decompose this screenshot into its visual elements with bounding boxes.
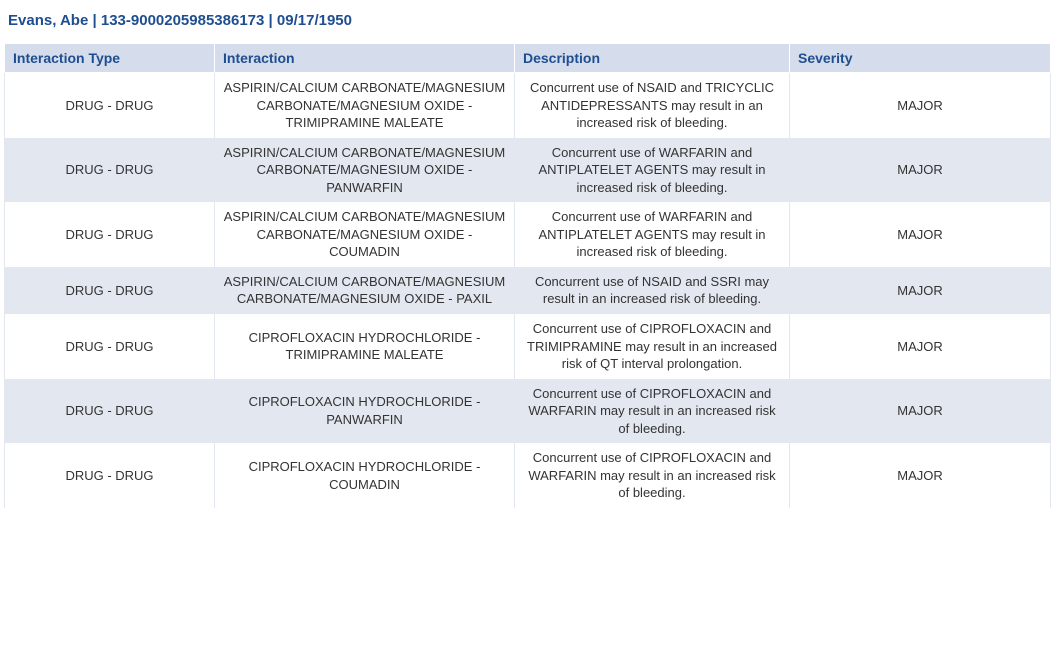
cell-type: DRUG - DRUG [5,379,215,444]
patient-name: Evans, Abe [8,12,88,29]
separator-2: | [269,12,277,29]
patient-header: Evans, Abe | 133-9000205985386173 | 09/1… [4,8,1051,43]
cell-severity: MAJOR [790,379,1051,444]
cell-description: Concurrent use of CIPROFLOXACIN and WARF… [515,443,790,508]
cell-severity: MAJOR [790,314,1051,379]
cell-type: DRUG - DRUG [5,138,215,203]
cell-interaction: ASPIRIN/CALCIUM CARBONATE/MAGNESIUM CARB… [215,138,515,203]
table-row[interactable]: DRUG - DRUGASPIRIN/CALCIUM CARBONATE/MAG… [5,138,1051,203]
table-row[interactable]: DRUG - DRUGASPIRIN/CALCIUM CARBONATE/MAG… [5,73,1051,138]
cell-interaction: CIPROFLOXACIN HYDROCHLORIDE - TRIMIPRAMI… [215,314,515,379]
cell-interaction: CIPROFLOXACIN HYDROCHLORIDE - PANWARFIN [215,379,515,444]
cell-description: Concurrent use of CIPROFLOXACIN and TRIM… [515,314,790,379]
table-header-row: Interaction Type Interaction Description… [5,44,1051,73]
col-header-description[interactable]: Description [515,44,790,73]
table-row[interactable]: DRUG - DRUGASPIRIN/CALCIUM CARBONATE/MAG… [5,202,1051,267]
table-body: DRUG - DRUGASPIRIN/CALCIUM CARBONATE/MAG… [5,73,1051,508]
col-header-severity[interactable]: Severity [790,44,1051,73]
cell-type: DRUG - DRUG [5,202,215,267]
cell-description: Concurrent use of WARFARIN and ANTIPLATE… [515,202,790,267]
patient-dob: 09/17/1950 [277,12,352,29]
cell-description: Concurrent use of NSAID and SSRI may res… [515,267,790,314]
cell-severity: MAJOR [790,73,1051,138]
cell-type: DRUG - DRUG [5,443,215,508]
cell-severity: MAJOR [790,267,1051,314]
table-row[interactable]: DRUG - DRUGASPIRIN/CALCIUM CARBONATE/MAG… [5,267,1051,314]
table-row[interactable]: DRUG - DRUGCIPROFLOXACIN HYDROCHLORIDE -… [5,314,1051,379]
col-header-interaction[interactable]: Interaction [215,44,515,73]
page-container: Evans, Abe | 133-9000205985386173 | 09/1… [0,0,1055,516]
table-header: Interaction Type Interaction Description… [5,44,1051,73]
cell-description: Concurrent use of WARFARIN and ANTIPLATE… [515,138,790,203]
table-row[interactable]: DRUG - DRUGCIPROFLOXACIN HYDROCHLORIDE -… [5,379,1051,444]
cell-interaction: ASPIRIN/CALCIUM CARBONATE/MAGNESIUM CARB… [215,267,515,314]
cell-description: Concurrent use of CIPROFLOXACIN and WARF… [515,379,790,444]
cell-interaction: ASPIRIN/CALCIUM CARBONATE/MAGNESIUM CARB… [215,202,515,267]
cell-type: DRUG - DRUG [5,314,215,379]
cell-type: DRUG - DRUG [5,267,215,314]
cell-type: DRUG - DRUG [5,73,215,138]
cell-severity: MAJOR [790,443,1051,508]
interactions-table: Interaction Type Interaction Description… [4,43,1051,508]
cell-interaction: CIPROFLOXACIN HYDROCHLORIDE - COUMADIN [215,443,515,508]
patient-id: 133-9000205985386173 [101,12,265,29]
table-row[interactable]: DRUG - DRUGCIPROFLOXACIN HYDROCHLORIDE -… [5,443,1051,508]
cell-severity: MAJOR [790,202,1051,267]
cell-severity: MAJOR [790,138,1051,203]
col-header-type[interactable]: Interaction Type [5,44,215,73]
cell-interaction: ASPIRIN/CALCIUM CARBONATE/MAGNESIUM CARB… [215,73,515,138]
separator-1: | [92,12,100,29]
cell-description: Concurrent use of NSAID and TRICYCLIC AN… [515,73,790,138]
